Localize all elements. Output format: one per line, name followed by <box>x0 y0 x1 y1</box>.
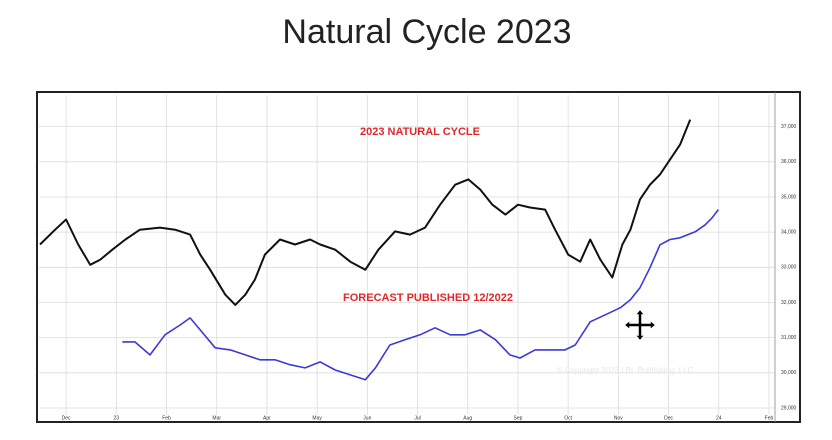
move-cursor <box>622 307 658 343</box>
x-tick-label: Dec <box>664 415 673 421</box>
y-tick-label: 33,000 <box>781 265 797 271</box>
series-line <box>39 119 692 306</box>
x-tick-label: Aug <box>463 415 472 421</box>
x-tick-label: Jul <box>414 415 420 421</box>
grid: 29,000 30,000 31,000 32,000 33,000 34,000 35,0… <box>39 92 797 422</box>
y-tick-label: 36,000 <box>781 159 797 165</box>
y-tick-label: 34,000 <box>781 229 797 235</box>
series-layer <box>39 119 719 381</box>
x-tick-label: Apr <box>263 415 271 421</box>
chart-title: Natural Cycle 2023 <box>282 13 571 51</box>
y-tick-label: 31,000 <box>781 335 797 341</box>
x-tick-label: Mar <box>212 415 221 421</box>
plot-frame <box>36 91 801 423</box>
x-tick-label: 23 <box>114 415 120 421</box>
y-tick-label: 29,000 <box>781 405 797 411</box>
x-tick-label: Feb <box>162 415 171 421</box>
annotation: FORECAST PUBLISHED 12/2022 <box>343 292 513 304</box>
x-tick-label: Dec <box>62 415 71 421</box>
x-tick-label: May <box>312 415 322 421</box>
x-tick-label: Nov <box>614 415 623 421</box>
y-tick-label: 32,000 <box>781 300 797 306</box>
y-tick-label: 37,000 <box>781 124 797 130</box>
y-tick-label: 30,000 <box>781 370 797 376</box>
x-tick-label: Sep <box>514 415 523 421</box>
x-tick-label: 24 <box>716 415 722 421</box>
series-line <box>122 209 719 381</box>
x-tick-label: Jun <box>363 415 371 421</box>
annotation: 2023 NATURAL CYCLE <box>360 126 480 138</box>
copyright: © Copyright 2023 LBL Publishing, LLC <box>557 366 694 375</box>
x-tick-label: Oct <box>564 415 572 421</box>
x-tick-label: Feb <box>765 415 774 421</box>
y-tick-label: 35,000 <box>781 194 797 200</box>
